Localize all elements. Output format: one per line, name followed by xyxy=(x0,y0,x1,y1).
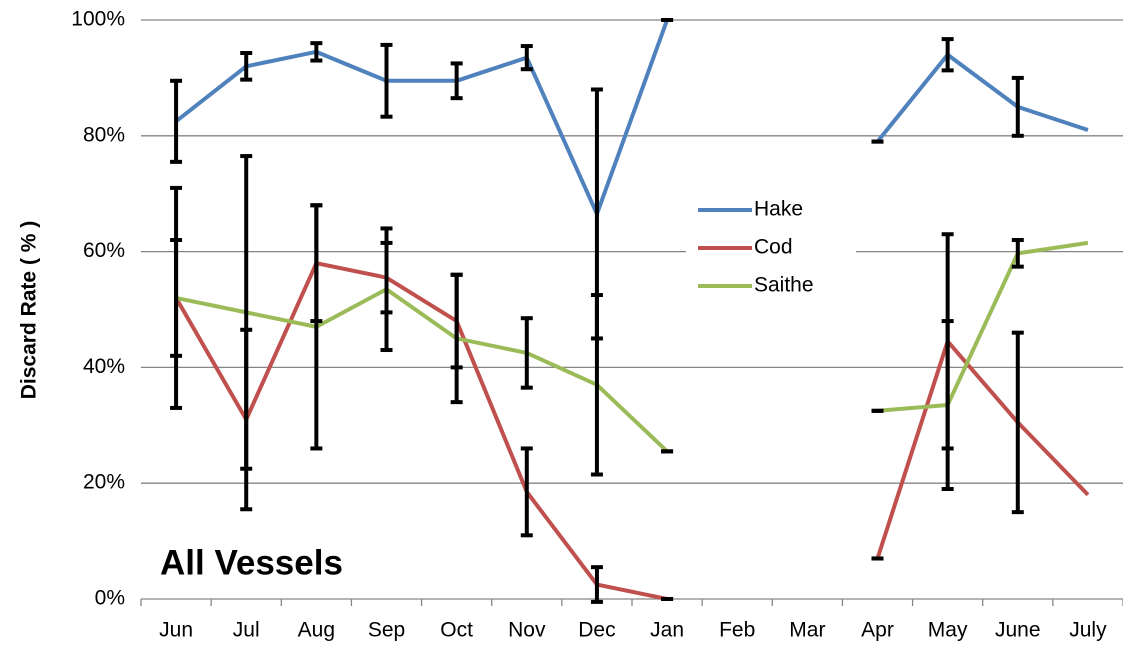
legend-label: Saithe xyxy=(754,274,814,297)
x-tick-label: Jul xyxy=(233,619,260,642)
error-bar xyxy=(941,319,954,491)
x-tick-label: May xyxy=(928,619,968,642)
series-line xyxy=(174,261,1090,601)
error-bar xyxy=(310,203,323,451)
x-tick-label: June xyxy=(995,619,1041,642)
error-bar xyxy=(240,51,253,82)
x-tick-label: Nov xyxy=(508,619,546,642)
error-bar xyxy=(590,565,603,604)
error-bar xyxy=(1011,75,1024,138)
error-bar xyxy=(1011,238,1024,269)
error-bar xyxy=(380,226,393,353)
error-bar xyxy=(941,37,954,73)
y-tick-label: 0% xyxy=(95,587,125,610)
y-tick-label: 60% xyxy=(83,239,125,262)
x-tick-label: Jun xyxy=(159,619,193,642)
annotation: All Vessels xyxy=(160,543,343,582)
error-bar xyxy=(240,154,253,471)
x-tick-label: Aug xyxy=(298,619,335,642)
error-bar xyxy=(380,42,393,119)
error-bar xyxy=(520,44,533,72)
error-bar xyxy=(590,293,603,477)
series-line xyxy=(174,19,1089,216)
x-tick-label: Apr xyxy=(861,619,894,642)
legend-label: Cod xyxy=(754,236,793,259)
x-tick-label: Sep xyxy=(368,619,405,642)
error-bar xyxy=(170,78,183,164)
x-tick-label: Oct xyxy=(440,619,473,642)
x-tick-label: Mar xyxy=(789,619,825,642)
x-tick-label: Feb xyxy=(719,619,755,642)
y-tick-label: 80% xyxy=(83,123,125,146)
x-tick-label: Dec xyxy=(578,619,615,642)
y-tick-label: 100% xyxy=(71,8,125,31)
x-tick-label: July xyxy=(1069,619,1107,642)
error-bar xyxy=(170,238,183,358)
y-axis-label: Discard Rate ( % ) xyxy=(18,221,41,400)
error-bar xyxy=(310,41,323,63)
series-line xyxy=(175,240,1089,453)
error-bar xyxy=(520,446,533,538)
legend-label: Hake xyxy=(754,198,803,221)
y-tick-label: 20% xyxy=(83,471,125,494)
x-tick-label: Jan xyxy=(650,619,684,642)
y-tick-label: 40% xyxy=(83,355,125,378)
error-bar xyxy=(520,316,533,390)
error-bar xyxy=(1011,330,1024,515)
error-bar xyxy=(450,272,463,405)
error-bar xyxy=(450,61,463,101)
